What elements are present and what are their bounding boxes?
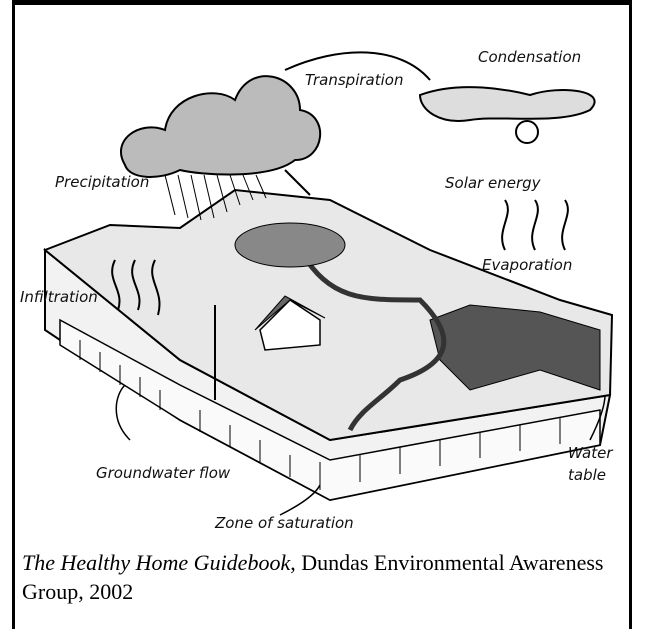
label: Infiltration <box>20 288 98 306</box>
label: Precipitation <box>55 173 149 191</box>
label: Groundwater flow <box>96 464 231 482</box>
sun <box>516 121 538 143</box>
label: Evaporation <box>482 256 572 274</box>
cloud <box>121 76 320 177</box>
evaporation-arrows <box>502 200 568 250</box>
caption-title: The Healthy Home Guidebook <box>22 550 290 575</box>
label: Condensation <box>478 48 581 66</box>
precipitation-arrow <box>285 170 310 195</box>
groundwater-pointer <box>116 385 130 440</box>
label: Zone of saturation <box>214 514 354 532</box>
illustration: Transpiration Condensation Precipitation… <box>0 0 649 540</box>
condensation-cloud <box>420 87 595 121</box>
label: Solar energy <box>445 174 542 192</box>
label: Transpiration <box>305 71 403 89</box>
trees <box>235 223 345 267</box>
label: table <box>568 466 606 484</box>
caption: The Healthy Home Guidebook, Dundas Envir… <box>22 548 622 606</box>
label: Water <box>568 444 613 462</box>
page: Transpiration Condensation Precipitation… <box>0 0 649 629</box>
